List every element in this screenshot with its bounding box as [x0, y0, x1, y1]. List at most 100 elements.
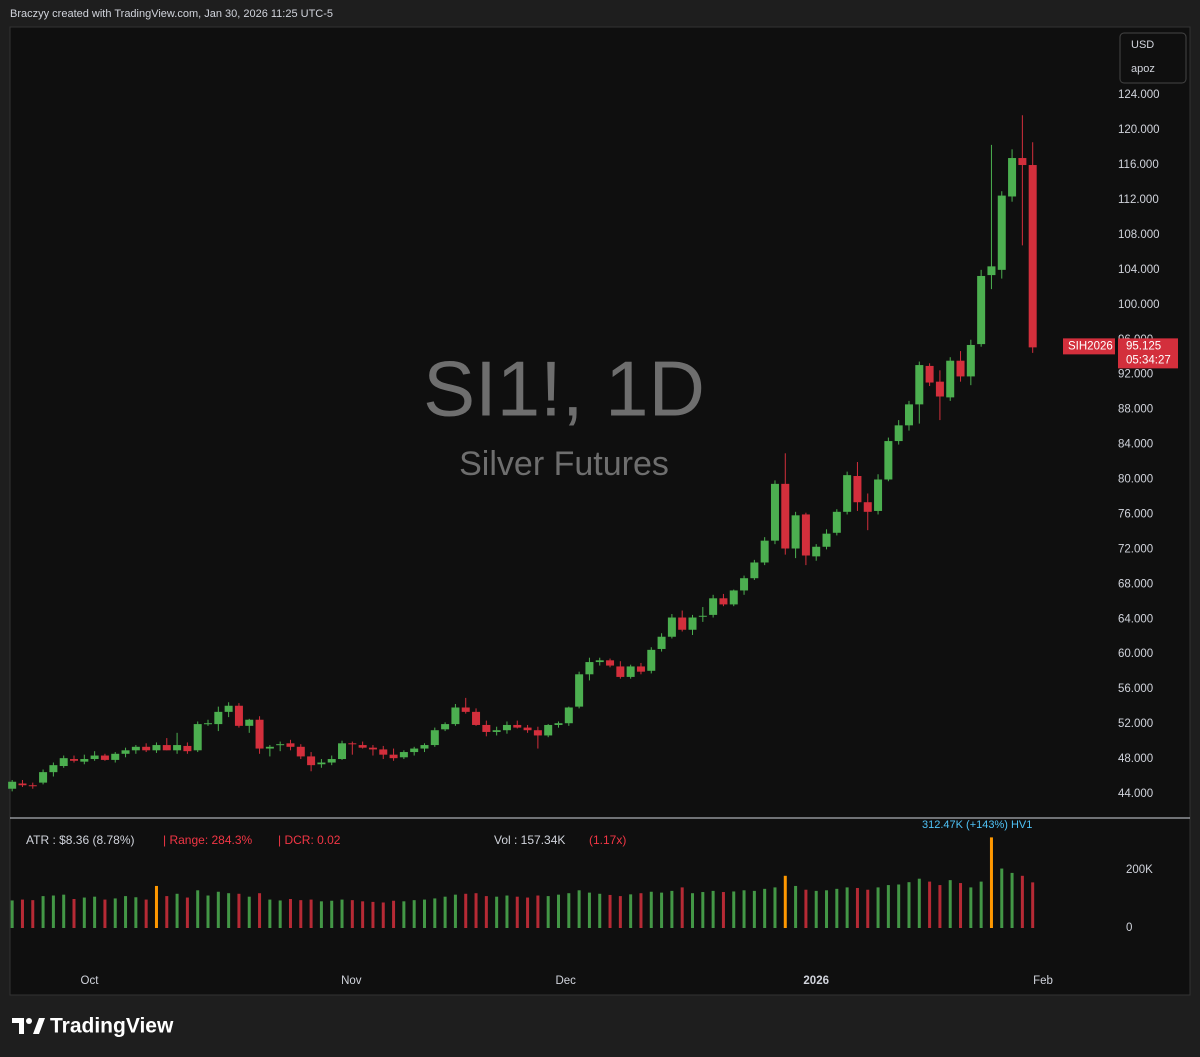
- volume-bar: [721, 892, 725, 928]
- candle-body: [770, 483, 779, 541]
- candle-body: [874, 479, 883, 511]
- volume-bar: [928, 881, 932, 928]
- volume-bar: [1010, 872, 1014, 928]
- candle-body: [513, 724, 522, 728]
- candle-body: [606, 660, 615, 666]
- volume-bar: [546, 896, 550, 928]
- candle-body: [791, 515, 800, 549]
- volume-bar: [835, 888, 839, 928]
- candle-body: [564, 707, 573, 724]
- candle-body: [709, 598, 718, 615]
- candle-body: [234, 705, 243, 726]
- candle-body: [915, 365, 924, 405]
- candle-body: [719, 598, 728, 605]
- volume-bar: [392, 900, 396, 928]
- symbol-tag-bg: [1063, 338, 1115, 355]
- currency: USD: [1131, 39, 1154, 51]
- volume-bar: [10, 900, 14, 929]
- volume-bar: [299, 900, 303, 928]
- candle-body: [863, 502, 872, 512]
- volume-bar: [144, 899, 148, 929]
- volume-bar: [62, 894, 66, 928]
- candle-body: [575, 674, 584, 707]
- volume-bar: [536, 895, 540, 928]
- dcr-label: | DCR: 0.02: [278, 833, 341, 847]
- y-tick-label: 64.000: [1118, 613, 1153, 625]
- candle-body: [224, 705, 233, 712]
- candle-body: [131, 746, 140, 751]
- y-tick-label: 104.000: [1118, 264, 1160, 276]
- volume-bar: [134, 897, 138, 929]
- candle-body: [781, 483, 790, 549]
- volume-bar: [907, 882, 911, 929]
- candle-body: [523, 727, 532, 731]
- volume-bar: [804, 889, 808, 928]
- scale-box[interactable]: [1119, 32, 1187, 84]
- candle-body: [533, 730, 542, 736]
- candle-body: [801, 514, 810, 556]
- candle-body: [410, 748, 419, 753]
- candle-body: [121, 750, 130, 754]
- volume-bar: [113, 898, 117, 928]
- y-tick-label: 44.000: [1118, 788, 1153, 800]
- volume-bar: [206, 895, 210, 928]
- candle-body: [884, 441, 893, 480]
- candle-body: [204, 723, 213, 725]
- logo: [12, 1018, 45, 1034]
- volume-tick-label: 200K: [1126, 864, 1153, 876]
- vol-label: Vol : 157.34K: [494, 833, 565, 847]
- candle-body: [502, 724, 511, 731]
- volume-bar: [876, 887, 880, 928]
- y-tick-label: 56.000: [1118, 683, 1153, 695]
- candle-body: [843, 475, 852, 512]
- candle-body: [18, 783, 27, 786]
- candle-body: [296, 746, 305, 757]
- candle-body: [451, 707, 460, 725]
- brand: TradingView: [50, 1015, 174, 1038]
- vol-ratio: (1.17x): [589, 833, 626, 847]
- y-tick-label: 60.000: [1118, 648, 1153, 660]
- candle-body: [977, 275, 986, 345]
- candle-body: [265, 746, 274, 749]
- candle-body: [100, 755, 109, 760]
- volume-bar: [258, 893, 262, 929]
- volume-bar: [855, 887, 859, 928]
- logo-mark: [12, 1018, 24, 1034]
- candle-body: [894, 425, 903, 442]
- x-tick-label: Nov: [341, 975, 362, 987]
- candle-body: [812, 546, 821, 557]
- y-tick-label: 112.000: [1118, 194, 1159, 206]
- volume-bar: [587, 892, 591, 929]
- volume-bar: [227, 893, 231, 929]
- volume-bar: [175, 893, 179, 928]
- volume-bar: [72, 899, 76, 929]
- volume-bar: [268, 899, 272, 929]
- candle-body: [688, 617, 697, 630]
- candle-body: [832, 511, 841, 533]
- y-tick-label: 124.000: [1118, 89, 1160, 101]
- volume-bar: [577, 890, 581, 928]
- candle-body: [80, 759, 89, 762]
- candle-body: [173, 745, 182, 751]
- y-tick-label: 84.000: [1118, 439, 1153, 451]
- watermark-subtitle: Silver Futures: [459, 445, 669, 483]
- candle-body: [90, 755, 99, 760]
- candle-body: [647, 649, 656, 671]
- hv-label: 312.47K (+143%) HV1: [922, 819, 1032, 831]
- volume-bar: [1020, 875, 1024, 929]
- volume-bar: [886, 885, 890, 928]
- volume-bar: [742, 890, 746, 928]
- candle-body: [338, 743, 347, 760]
- candle-body: [327, 759, 336, 763]
- candle-body: [111, 753, 120, 760]
- y-tick-label: 108.000: [1118, 229, 1160, 241]
- price-tag-bg: [1118, 338, 1178, 369]
- candle-body: [657, 636, 666, 649]
- y-tick-label: 100.000: [1118, 299, 1160, 311]
- volume-bar: [691, 893, 695, 929]
- y-tick-label: 52.000: [1118, 718, 1153, 730]
- logo-dot: [26, 1018, 32, 1024]
- candle-body: [399, 752, 408, 758]
- candle-body: [554, 723, 563, 725]
- volume-bar: [319, 901, 323, 929]
